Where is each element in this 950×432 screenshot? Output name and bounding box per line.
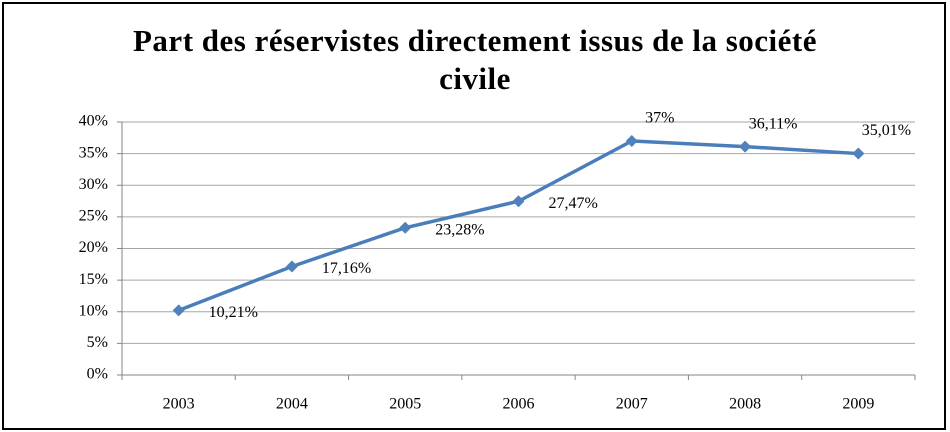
y-tick-label: 35% xyxy=(79,144,108,161)
data-point xyxy=(625,134,638,147)
x-tick-label: 2009 xyxy=(842,396,874,413)
y-tick-label: 20% xyxy=(79,239,108,256)
x-tick-label: 2004 xyxy=(276,396,308,413)
data-point xyxy=(512,195,525,208)
x-tick-label: 2006 xyxy=(503,396,535,413)
series-line xyxy=(178,139,859,313)
x-tick-label: 2003 xyxy=(163,396,195,413)
y-tick-label: 15% xyxy=(79,271,108,288)
data-point xyxy=(399,221,412,234)
data-point xyxy=(739,140,752,153)
x-tick-label: 2008 xyxy=(729,396,761,413)
y-tick-label: 5% xyxy=(87,334,108,351)
data-point xyxy=(285,260,298,273)
data-label: 35,01% xyxy=(862,122,911,139)
data-label: 10,21% xyxy=(209,304,258,321)
data-label: 17,16% xyxy=(322,260,371,277)
data-label: 37% xyxy=(645,110,674,127)
data-label: 23,28% xyxy=(435,221,484,238)
x-tick-label: 2005 xyxy=(389,396,421,413)
y-tick-label: 10% xyxy=(79,302,108,319)
chart-title: Part des réservistes directement issus d… xyxy=(133,23,817,96)
x-tick-label: 2007 xyxy=(616,396,648,413)
data-point xyxy=(172,304,185,317)
y-tick-label: 40% xyxy=(79,113,108,130)
data-label: 27,47% xyxy=(549,195,598,212)
data-label: 36,11% xyxy=(749,115,798,132)
y-tick-label: 30% xyxy=(79,176,108,193)
y-tick-label: 25% xyxy=(79,208,108,225)
data-point xyxy=(852,147,865,160)
y-tick-label: 0% xyxy=(87,366,108,383)
